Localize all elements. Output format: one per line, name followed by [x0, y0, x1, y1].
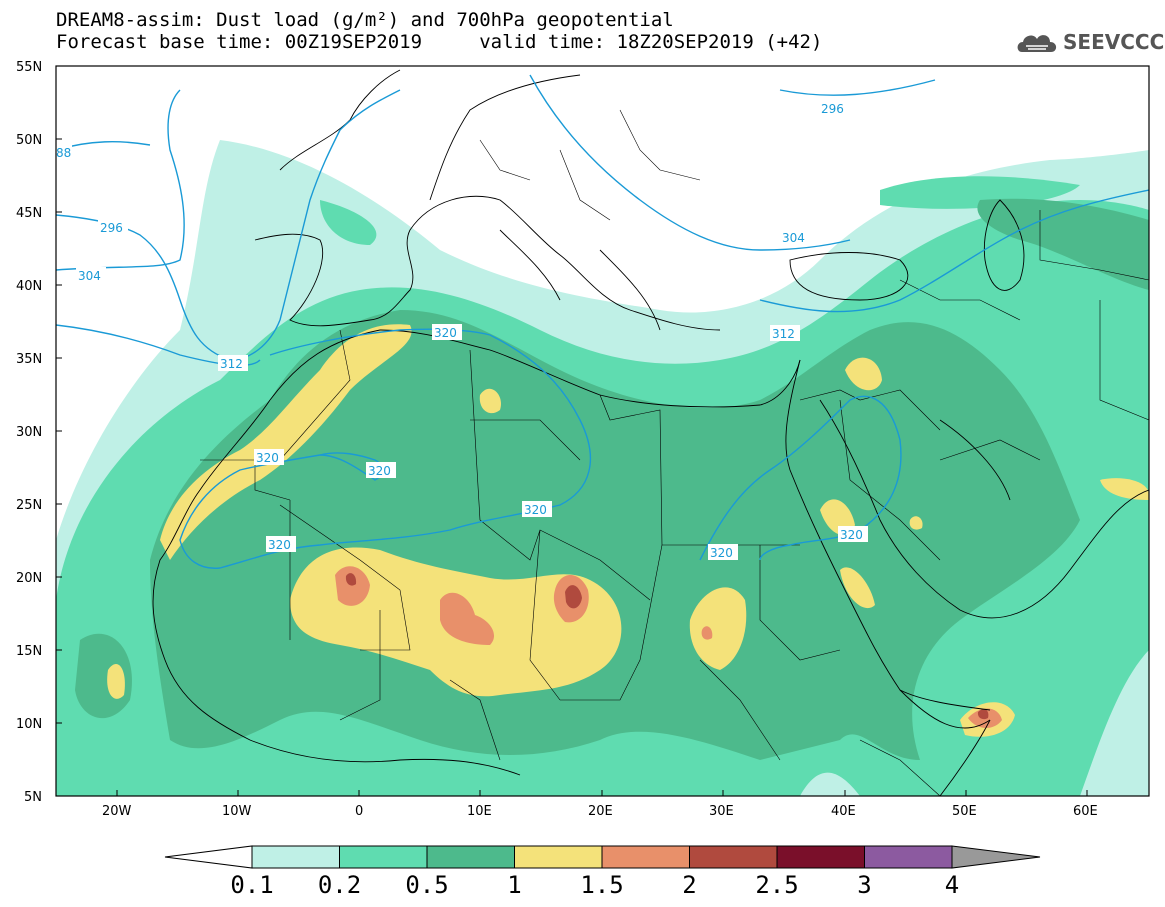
colorbar-min-arrow — [164, 845, 253, 869]
contour-label: 296 — [100, 221, 123, 235]
lon-label: 0 — [355, 804, 363, 819]
colorbar-label: 0.2 — [318, 871, 361, 899]
colorbar-max-arrow — [951, 845, 1041, 869]
lon-label: 20E — [588, 804, 613, 819]
colorbar-cell — [864, 845, 953, 869]
colorbar-cell — [251, 845, 340, 869]
lon-axis — [116, 790, 1088, 796]
contour-label: 320 — [840, 528, 863, 542]
colorbar-label: 2.5 — [755, 871, 798, 899]
lon-label: 10E — [467, 804, 492, 819]
lat-label: 30N — [16, 425, 42, 440]
colorbar: 0.1 0.2 0.5 1 1.5 2 2.5 3 4 — [164, 845, 1041, 899]
map-plot-area: 296 296 304 304 312 320 320 320 320 320 … — [56, 66, 1149, 796]
contour-label: 320 — [710, 546, 733, 560]
contour-label: 320 — [268, 538, 291, 552]
lat-label: 5N — [24, 790, 42, 805]
lat-label: 25N — [16, 498, 42, 513]
colorbar-labels: 0.1 0.2 0.5 1 1.5 2 2.5 3 4 — [230, 871, 959, 899]
contour-label: 312 — [772, 327, 795, 341]
contour-label: 320 — [368, 464, 391, 478]
lon-label: 30E — [709, 804, 734, 819]
lat-label: 50N — [16, 133, 42, 148]
map-title: DREAM8-assim: Dust load (g/m²) and 700hP… — [56, 9, 674, 31]
colorbar-label: 1 — [507, 871, 521, 899]
contour-label: 304 — [782, 231, 805, 245]
lon-label: 40E — [831, 804, 856, 819]
contour-label: 312 — [220, 357, 243, 371]
contour-label: 320 — [524, 503, 547, 517]
lon-label: 50E — [952, 804, 977, 819]
lat-labels: 55N 50N 45N 40N 35N 30N 25N 20N 15N 10N … — [16, 60, 42, 805]
colorbar-label: 3 — [857, 871, 871, 899]
lat-label: 45N — [16, 206, 42, 221]
colorbar-cell — [776, 845, 865, 869]
colorbar-label: 1.5 — [580, 871, 623, 899]
dust-field-2 — [345, 573, 989, 720]
colorbar-cell — [689, 845, 778, 869]
lat-label: 40N — [16, 279, 42, 294]
colorbar-cell — [514, 845, 603, 869]
contour-label-group: 296 296 304 304 312 320 320 320 320 320 … — [56, 100, 868, 560]
cloud-logo-icon — [1017, 35, 1057, 52]
lat-label: 55N — [16, 60, 42, 75]
contour-label: 320 — [434, 326, 457, 340]
colorbar-cells — [251, 845, 953, 869]
lat-label: 15N — [16, 644, 42, 659]
country-borders — [200, 109, 1149, 796]
contour-label: 296 — [821, 102, 844, 116]
contour-label: 304 — [78, 269, 101, 283]
contour-label: 88 — [56, 146, 71, 160]
colorbar-cell — [426, 845, 515, 869]
colorbar-label: 4 — [945, 871, 959, 899]
lat-label: 20N — [16, 571, 42, 586]
colorbar-label: 0.5 — [405, 871, 448, 899]
lat-label: 10N — [16, 717, 42, 732]
contour-label: 320 — [256, 451, 279, 465]
dust-field-1.5 — [335, 566, 1002, 728]
colorbar-cell — [601, 845, 690, 869]
colorbar-cell — [339, 845, 428, 869]
lon-label: 10W — [222, 804, 252, 819]
logo-text: SEEVCCC — [1063, 30, 1165, 54]
lon-label: 20W — [102, 804, 132, 819]
colorbar-label: 0.1 — [230, 871, 273, 899]
lon-labels: 20W 10W 0 10E 20E 30E 40E 50E 60E — [102, 804, 1098, 819]
colorbar-label: 2 — [682, 871, 696, 899]
lon-label: 60E — [1073, 804, 1098, 819]
lat-axis — [56, 65, 62, 797]
forecast-time-line: Forecast base time: 00Z19SEP2019 valid t… — [56, 31, 823, 53]
lat-label: 35N — [16, 352, 42, 367]
